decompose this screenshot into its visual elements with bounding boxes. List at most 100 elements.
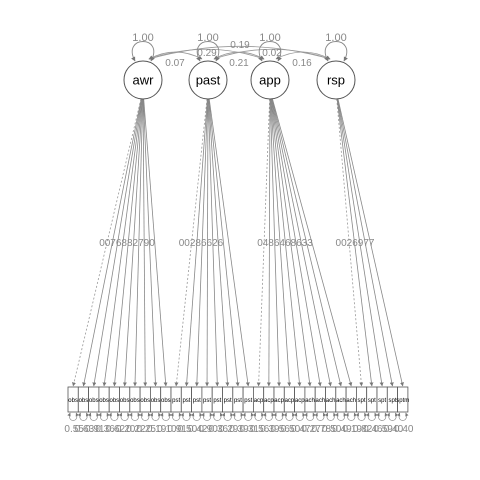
residual-label: 0.50 <box>178 424 198 435</box>
indicator-label: ach <box>305 398 315 404</box>
residual-loop <box>252 412 265 421</box>
loading-path <box>208 98 240 387</box>
residual-label: 0.10 <box>157 424 177 435</box>
variance-label: 1.00 <box>325 32 346 44</box>
indicator-label: acp <box>264 398 274 404</box>
latent-node-past <box>188 60 228 100</box>
indicator-label: pst <box>172 398 180 404</box>
covariance-label: 0.16 <box>292 58 312 69</box>
indicator-label: spt <box>368 398 376 404</box>
variance-label: 1.00 <box>132 32 153 44</box>
residual-label: 0.62 <box>106 424 126 435</box>
residual-loop <box>376 412 388 421</box>
residual-loop <box>263 412 275 421</box>
residual-loop <box>355 412 368 421</box>
variance-label: 1.00 <box>259 32 280 44</box>
variance-loop <box>324 41 348 62</box>
residual-loop <box>386 412 399 421</box>
indicator-label: ach <box>326 398 336 404</box>
covariance-label: 0.19 <box>230 40 250 51</box>
indicator-label: obs <box>68 398 78 404</box>
loading-path <box>271 98 322 387</box>
residual-loop <box>129 412 141 421</box>
loading-path <box>72 98 142 387</box>
latent-label: rsp <box>327 73 345 88</box>
covariance-label: 0.21 <box>229 58 249 69</box>
latent-label: app <box>259 73 281 88</box>
indicator-label: spt <box>378 398 386 404</box>
indicator-label: obs <box>89 398 99 404</box>
covariance-label: 0.02 <box>262 48 282 59</box>
loading-layer <box>72 98 404 387</box>
loading-path <box>184 98 208 387</box>
loading-path <box>122 98 143 387</box>
latent-layer: awr past app rsp <box>123 41 356 100</box>
latent-node-rsp <box>316 60 356 100</box>
residual-loop <box>211 412 224 421</box>
residual-label: 0.27 <box>301 424 321 435</box>
loading-path <box>205 98 210 387</box>
indicator-label: pst <box>224 398 232 404</box>
residual-label: 0.22 <box>126 424 146 435</box>
loading-path <box>82 98 142 387</box>
label-layer: 0.07 0.29 0.19 0.21 0.02 0.16 1.00 1.00 1.00 1.00… <box>64 32 414 435</box>
loading-labels: 0076882790 <box>99 238 155 249</box>
residual-loop <box>232 412 244 421</box>
indicator-label: acp <box>274 398 284 404</box>
indicator-label: obs <box>99 398 109 404</box>
loading-path <box>336 98 364 387</box>
indicator-label: pst <box>182 398 190 404</box>
residual-label: 0.40 <box>384 424 404 435</box>
indicator-label: acp <box>295 398 305 404</box>
covariance-arc <box>213 48 331 60</box>
indicator-box <box>397 386 409 413</box>
residual-label: 0.91 <box>85 424 105 435</box>
loading-path <box>336 98 374 387</box>
indicator-label: obs <box>110 398 120 404</box>
residual-loop <box>324 412 337 421</box>
indicator-layer: obs obs obs obs obs obs obs obs obs obs pst pst pst p… <box>67 386 409 413</box>
indicator-label: pst <box>193 398 201 404</box>
residual-label: 0.25 <box>137 424 157 435</box>
loading-path <box>336 98 384 387</box>
residual-label: 0.63 <box>75 424 95 435</box>
loading-path <box>272 98 353 387</box>
residual-loop <box>139 412 152 421</box>
residual-loop <box>98 412 110 421</box>
residual-label: 0.29 <box>219 424 239 435</box>
residual-loop <box>221 412 234 421</box>
residual-loop <box>201 412 213 421</box>
loading-labels: 0026977 <box>336 238 375 249</box>
residual-loop <box>160 412 172 421</box>
residual-label: 0.91 <box>167 424 187 435</box>
residual-label: 0.36 <box>95 424 115 435</box>
loading-path <box>142 98 158 387</box>
latent-node-app <box>250 60 290 100</box>
residual-label: 0.56 <box>250 424 270 435</box>
latent-label: awr <box>133 73 155 88</box>
loading-path <box>270 98 292 387</box>
residual-label: 0.90 <box>198 424 218 435</box>
residual-loop <box>118 412 131 421</box>
residual-loop <box>396 412 409 421</box>
residual-loop <box>304 412 316 421</box>
residual-label: 0.50 <box>322 424 342 435</box>
variance-label: 1.00 <box>197 32 218 44</box>
latent-node-awr <box>123 60 163 100</box>
loading-path <box>133 98 144 387</box>
residual-label: 0.42 <box>188 424 208 435</box>
residual-loop <box>242 412 255 421</box>
covariance-label: 0.29 <box>197 48 217 59</box>
loading-path <box>194 98 209 387</box>
residual-loop <box>273 412 285 421</box>
indicator-label: obs <box>151 398 161 404</box>
variance-loop <box>258 41 282 62</box>
indicator-label: ach <box>346 398 356 404</box>
residual-label: 0.59 <box>373 424 393 435</box>
residual-label: 0.31 <box>240 424 260 435</box>
residual-label: 0.40 <box>394 424 414 435</box>
residual-loop <box>170 412 182 421</box>
residual-label: 0.78 <box>312 424 332 435</box>
residual-loop <box>293 412 306 421</box>
indicator-label: acp <box>254 398 264 404</box>
